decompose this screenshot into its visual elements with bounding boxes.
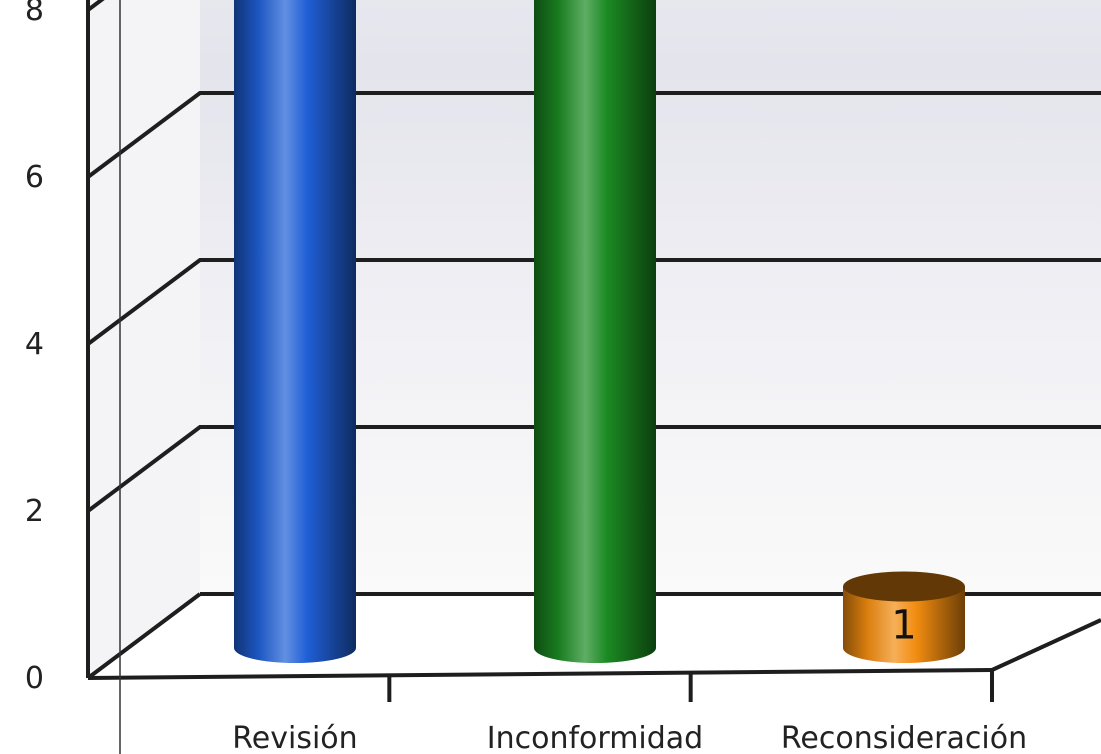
bar-1: 12 [234, 0, 356, 663]
bar-3: 1 [843, 571, 965, 663]
x-axis-labels: Revisión Inconformidad Reconsideración [232, 721, 1027, 754]
bar-2: 13 [534, 0, 656, 663]
x-category-label: Inconformidad [487, 721, 703, 754]
gridlines [86, 0, 1101, 513]
floor-right-edge [991, 618, 1101, 672]
side-wall [88, 0, 200, 678]
x-category-label: Reconsideración [781, 721, 1027, 754]
x-category-label: Revisión [232, 721, 357, 754]
y-tick-label: 8 [25, 0, 44, 28]
y-tick-label: 2 [25, 494, 44, 529]
y-tick-label: 4 [25, 327, 44, 362]
gridline [86, 425, 1101, 513]
bar-body [843, 586, 965, 663]
y-tick-label: 0 [25, 661, 44, 696]
y-tick-label: 6 [25, 160, 44, 195]
x-axis-line [87, 668, 993, 680]
gridline [86, 258, 1101, 346]
data-label: 1 [891, 603, 916, 649]
y-axis-ticks: 02468101214 [25, 0, 44, 696]
gridline [86, 91, 1101, 179]
bars: 12 13 1 [234, 0, 965, 663]
floor-side-edge [86, 592, 202, 680]
bar-body [534, 0, 656, 663]
bar-body [234, 0, 356, 663]
bar-top [843, 571, 965, 602]
